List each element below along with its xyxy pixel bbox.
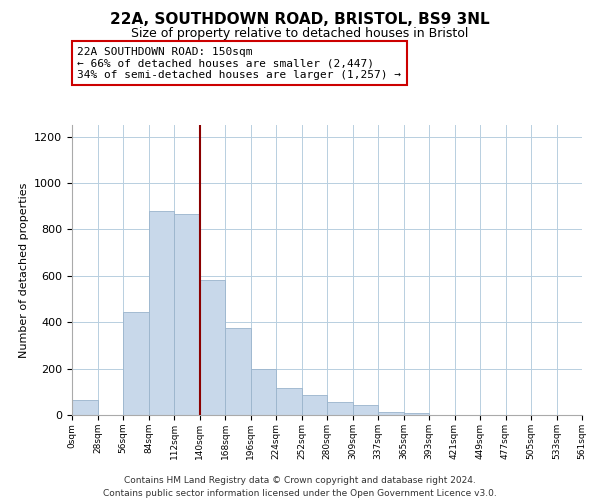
Bar <box>199 280 225 415</box>
Bar <box>123 312 149 415</box>
Text: 22A, SOUTHDOWN ROAD, BRISTOL, BS9 3NL: 22A, SOUTHDOWN ROAD, BRISTOL, BS9 3NL <box>110 12 490 28</box>
Bar <box>302 394 327 415</box>
Bar <box>174 214 199 415</box>
Bar <box>225 328 251 415</box>
Text: Contains HM Land Registry data © Crown copyright and database right 2024.
Contai: Contains HM Land Registry data © Crown c… <box>103 476 497 498</box>
Y-axis label: Number of detached properties: Number of detached properties <box>19 182 29 358</box>
Text: 22A SOUTHDOWN ROAD: 150sqm
← 66% of detached houses are smaller (2,447)
34% of s: 22A SOUTHDOWN ROAD: 150sqm ← 66% of deta… <box>77 46 401 80</box>
Bar <box>378 412 404 415</box>
Bar <box>327 402 353 415</box>
Bar <box>149 211 174 415</box>
Bar <box>353 406 378 415</box>
Text: Size of property relative to detached houses in Bristol: Size of property relative to detached ho… <box>131 28 469 40</box>
Bar <box>251 368 276 415</box>
Bar <box>404 413 429 415</box>
Bar <box>72 400 97 415</box>
Bar <box>276 388 302 415</box>
